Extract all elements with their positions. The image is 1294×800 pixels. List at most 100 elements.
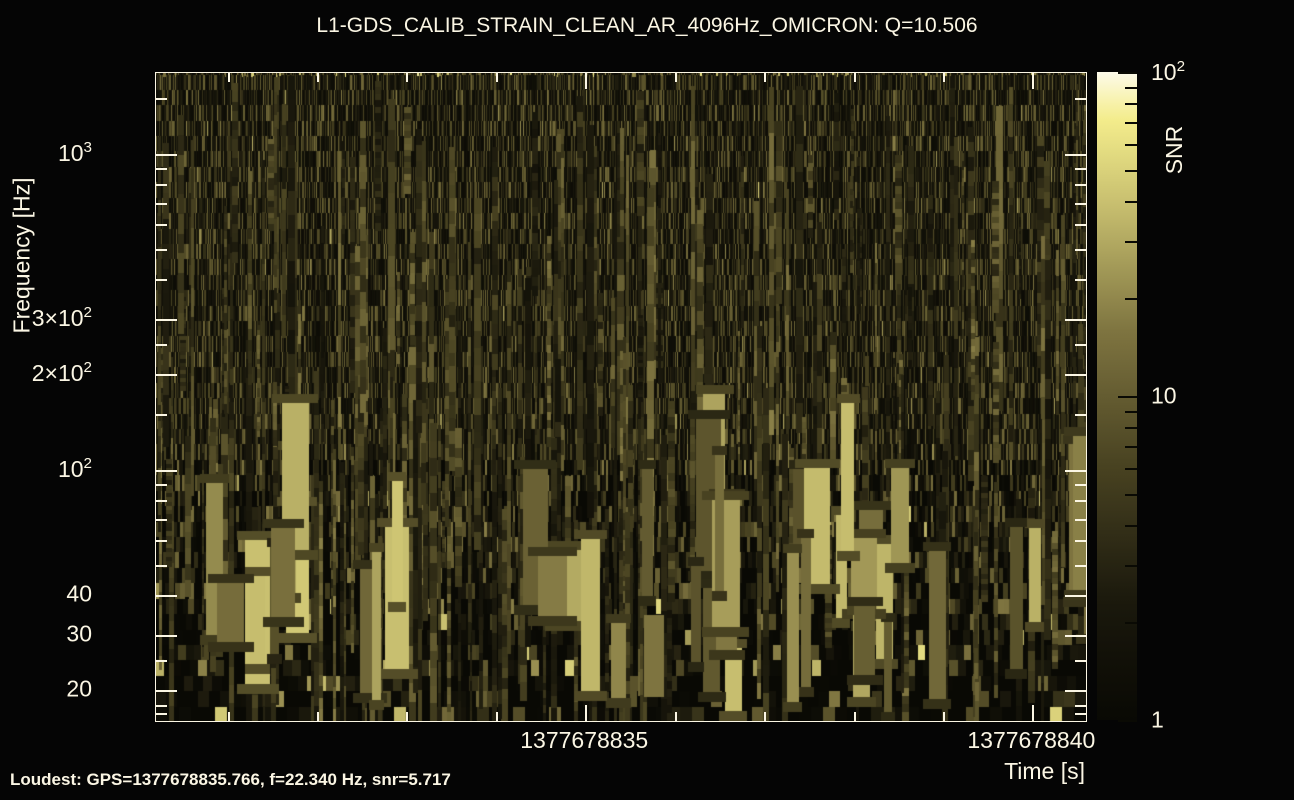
y-tick-minor [156,500,167,503]
y-tick-major [156,374,177,377]
y-tick-minor [156,539,167,542]
spectrogram-heatmap [156,73,1086,721]
colorbar-tick-minor [1125,298,1137,301]
y-tick-minor [1075,500,1086,503]
colorbar-tick-minor [1125,143,1137,146]
y-tick-major [1065,153,1086,156]
y-tick-label: 40 [66,580,92,607]
colorbar-tick-label: 102 [1151,58,1186,85]
y-tick-label: 103 [57,138,92,166]
y-tick-minor [1075,223,1086,226]
y-tick-minor [156,279,167,282]
x-tick-minor [406,712,409,721]
x-tick-label: 1377678835 [520,727,649,753]
y-tick-major [1065,690,1086,693]
colorbar-tick-minor [1125,169,1137,172]
y-tick-minor [156,98,167,100]
colorbar-tick-minor [1125,493,1137,496]
x-tick-minor-top [227,73,230,82]
x-tick-major [1032,705,1035,721]
x-tick-major-top [1032,73,1035,89]
x-tick-major-top [585,73,588,89]
y-tick-minor [1075,202,1086,205]
y-tick-minor [1075,168,1086,171]
y-tick-minor [1075,539,1086,542]
x-tick-minor-top [942,73,945,82]
y-tick-major [1065,634,1086,637]
plot-area[interactable] [155,72,1087,722]
y-tick-minor [156,184,167,187]
y-tick-minor [1075,704,1086,707]
x-tick-minor-top [853,73,856,82]
y-tick-minor [1075,343,1086,346]
x-tick-minor [853,712,856,721]
colorbar-tick-minor [1125,467,1137,470]
colorbar-tick-minor [1125,622,1137,625]
y-tick-minor [1075,484,1086,487]
x-tick-minor-top [764,73,767,82]
y-tick-label: 3×102 [31,304,92,331]
y-tick-minor [156,202,167,205]
x-tick-minor [495,712,498,721]
y-tick-major [1065,595,1086,598]
y-tick-minor [1075,659,1086,662]
y-tick-minor [156,343,167,346]
y-tick-major [156,318,177,321]
y-tick-minor [1075,98,1086,100]
x-tick-minor [764,712,767,721]
y-tick-minor [1075,279,1086,282]
y-tick-minor [156,223,167,226]
y-tick-minor [1075,413,1086,416]
colorbar-tick-minor [1125,446,1137,449]
y-tick-minor [1075,712,1086,715]
y-tick-major [156,153,177,156]
y-tick-minor [156,168,167,171]
y-tick-label: 102 [57,454,92,482]
y-tick-minor [156,518,167,521]
colorbar-tick-minor [1125,200,1137,203]
y-tick-minor [156,413,167,416]
colorbar-tick-major [1118,72,1137,74]
y-tick-minor [156,659,167,662]
y-tick-minor [1075,564,1086,567]
y-tick-minor [156,564,167,567]
y-tick-major [1065,374,1086,377]
y-tick-major [156,595,177,598]
x-tick-minor [316,712,319,721]
x-tick-minor [227,712,230,721]
y-tick-minor [1075,518,1086,521]
y-tick-major [156,469,177,472]
colorbar-tick-minor [1125,122,1137,125]
colorbar-title: SNR [1161,125,1187,175]
y-tick-label: 20 [66,675,92,702]
x-tick-minor-top [495,73,498,82]
colorbar-tick-minor [1125,427,1137,430]
x-tick-minor [674,712,677,721]
colorbar-tick-minor [1125,565,1137,568]
page-title: L1-GDS_CALIB_STRAIN_CLEAN_AR_4096Hz_OMIC… [316,14,978,37]
x-tick-label: 1377678840 [967,727,1096,753]
y-tick-major [156,690,177,693]
y-tick-minor [156,248,167,251]
x-tick-minor [942,712,945,721]
y-tick-major [156,634,177,637]
x-tick-minor-top [674,73,677,82]
colorbar-tick-minor [1125,103,1137,106]
colorbar[interactable] [1097,72,1137,722]
y-tick-major [1065,318,1086,321]
y-tick-label: 30 [66,620,92,647]
colorbar-tick-minor [1125,524,1137,527]
y-tick-minor [156,484,167,487]
y-tick-label: 2×102 [31,359,92,387]
y-tick-minor [156,704,167,707]
y-tick-major [1065,469,1086,472]
colorbar-tick-minor [1125,410,1137,413]
colorbar-tick-major [1118,720,1137,722]
colorbar-tick-label: 10 [1151,382,1177,409]
y-tick-minor [1075,184,1086,187]
x-tick-minor-top [406,73,409,82]
colorbar-tick-minor [1125,241,1137,244]
y-tick-minor [156,712,167,715]
x-tick-minor-top [316,73,319,82]
